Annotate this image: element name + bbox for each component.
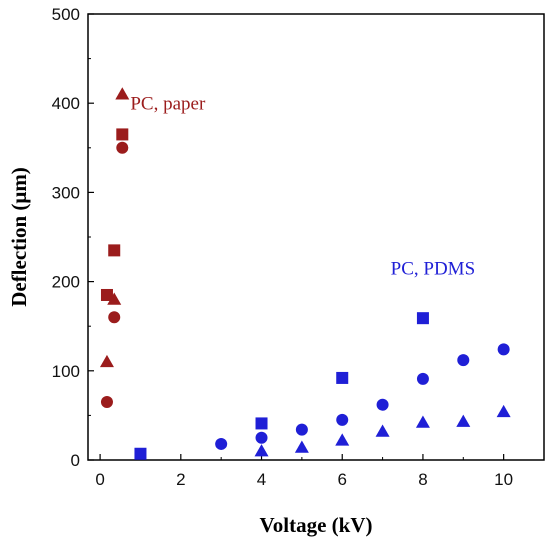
data-point-triangle	[254, 444, 269, 457]
data-point-triangle	[294, 440, 309, 453]
x-tick-label: 6	[337, 470, 346, 489]
data-point-square	[134, 447, 147, 460]
data-point-triangle	[456, 414, 471, 427]
y-tick-label: 200	[52, 273, 80, 292]
data-point-circle	[336, 413, 349, 426]
x-tick-label: 10	[494, 470, 513, 489]
data-point-triangle	[496, 404, 511, 418]
annotations: PC, paper PC, PDMS	[130, 93, 475, 279]
data-point-triangle	[335, 433, 350, 446]
data-point-triangle	[375, 424, 390, 437]
data-point-circle	[108, 311, 121, 324]
data-point-square	[336, 371, 349, 384]
annotation-label: PC, paper	[130, 93, 206, 114]
x-tick-label: 4	[257, 470, 266, 489]
y-tick-label: 500	[52, 5, 80, 24]
data-point-triangle	[107, 292, 122, 305]
data-point-square	[255, 417, 268, 430]
data-point-circle	[255, 431, 268, 444]
plot-border	[87, 13, 545, 461]
data-point-square	[100, 288, 113, 301]
data-point-circle	[215, 437, 228, 450]
plot-frame	[87, 13, 545, 461]
data-point-square	[116, 128, 129, 141]
data-point-triangle	[415, 415, 430, 428]
x-axis-title: Voltage (kV)	[260, 513, 373, 537]
data-point-square	[108, 244, 121, 257]
data-point-circle	[376, 398, 389, 411]
y-tick-label: 400	[52, 94, 80, 113]
data-point-circle	[295, 423, 308, 436]
data-point-circle	[116, 141, 129, 154]
data-point-triangle	[99, 354, 114, 368]
data-point-square	[416, 312, 429, 325]
y-axis-title: Deflection (μm)	[7, 167, 31, 307]
annotation-label: PC, PDMS	[391, 258, 476, 279]
data-point-triangle	[115, 87, 130, 100]
y-tick-label: 0	[71, 451, 80, 470]
y-tick-label: 300	[52, 183, 80, 202]
x-axis-ticks: 0 2 4 6 8 10	[95, 454, 513, 489]
y-axis-ticks: 0 100 200 300 400 500	[52, 5, 94, 470]
data-point-circle	[497, 343, 510, 356]
x-tick-label: 0	[95, 470, 104, 489]
data-points	[99, 87, 511, 460]
data-point-circle	[100, 396, 113, 409]
data-point-circle	[457, 354, 470, 367]
x-tick-label: 2	[176, 470, 185, 489]
y-tick-label: 100	[52, 362, 80, 381]
x-tick-label: 8	[418, 470, 427, 489]
data-point-circle	[416, 372, 429, 385]
